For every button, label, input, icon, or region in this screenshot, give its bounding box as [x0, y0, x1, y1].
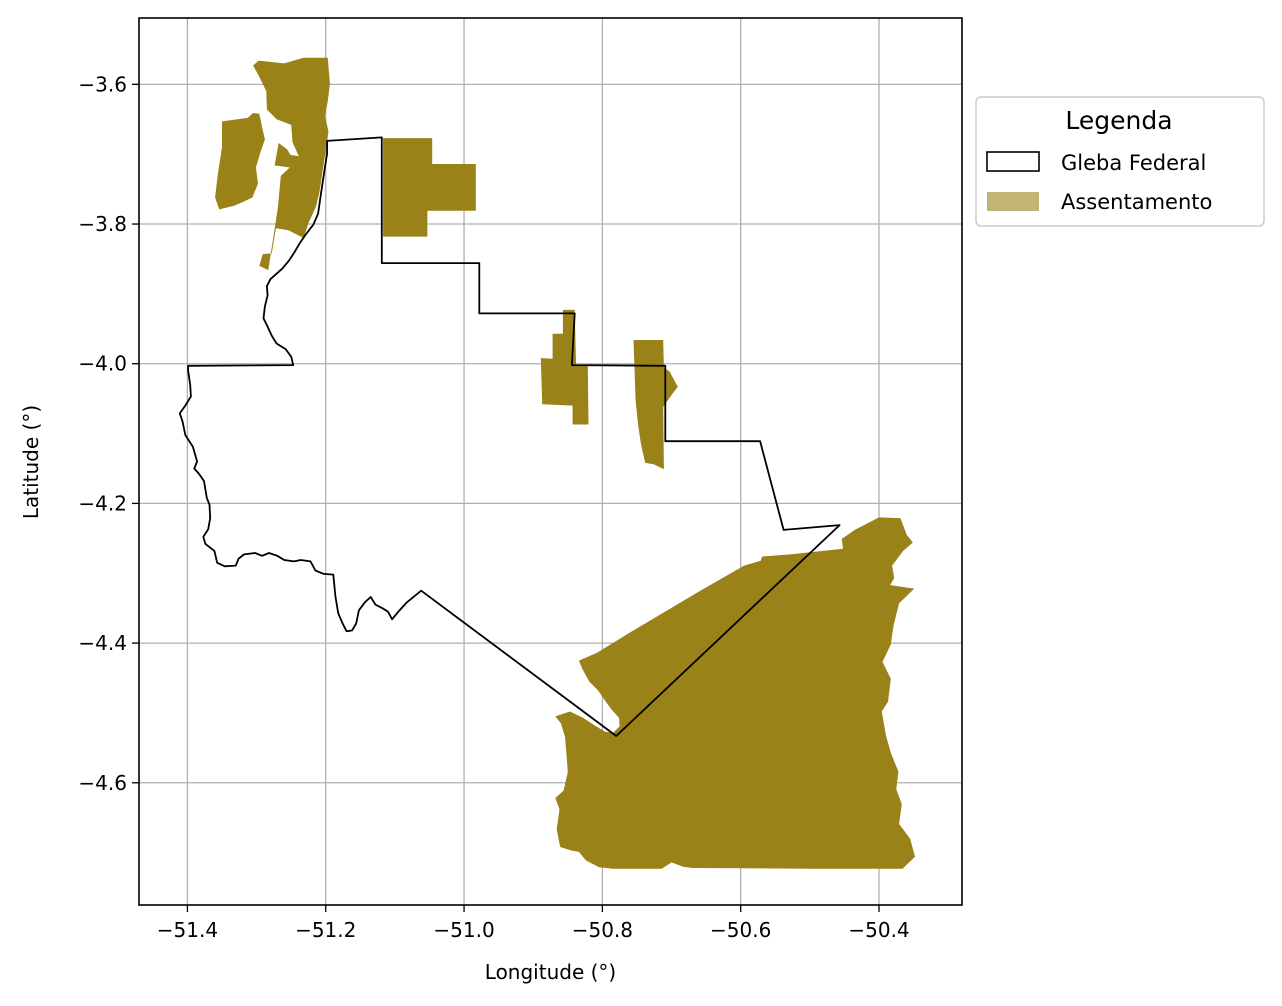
gleba-federal-layer — [178, 136, 841, 737]
y-tick-label: −3.8 — [78, 212, 127, 236]
x-tick-label: −51.2 — [295, 918, 356, 942]
y-axis-ticks: −3.6 −3.8 −4.0 −4.2 −4.4 −4.6 — [78, 72, 139, 795]
assentamento-layer — [215, 57, 915, 869]
assentamento-polygon — [383, 138, 476, 237]
assentamento-polygon — [633, 340, 678, 470]
legend: Legenda Gleba Federal Assentamento — [975, 96, 1265, 227]
x-tick-label: −51.0 — [433, 918, 494, 942]
assentamento-polygon — [253, 57, 330, 271]
x-tick-label: −50.6 — [710, 918, 771, 942]
y-tick-label: −4.0 — [78, 352, 127, 376]
assentamento-polygon — [555, 517, 915, 869]
y-tick-label: −3.6 — [78, 72, 127, 96]
legend-label-assentamento: Assentamento — [1061, 190, 1212, 214]
assentamento-polygon — [215, 113, 265, 210]
x-axis-ticks: −51.4 −51.2 −51.0 −50.8 −50.6 −50.4 — [157, 905, 910, 942]
legend-swatch-assentamento — [987, 192, 1039, 211]
assentamento-polygon — [540, 309, 589, 425]
legend-box — [975, 96, 1265, 227]
gleba-federal-polygon — [178, 136, 841, 737]
x-tick-label: −50.4 — [848, 918, 909, 942]
y-tick-label: −4.2 — [78, 491, 127, 515]
x-axis-title: Longitude (°) — [485, 960, 616, 984]
legend-swatch-gleba-federal — [986, 151, 1040, 172]
y-axis-title: Latitude (°) — [19, 405, 43, 519]
y-tick-label: −4.6 — [78, 771, 127, 795]
legend-title: Legenda — [1065, 106, 1172, 135]
plot-frame — [138, 17, 963, 906]
x-tick-label: −51.4 — [157, 918, 218, 942]
y-tick-label: −4.4 — [78, 631, 127, 655]
legend-label-gleba-federal: Gleba Federal — [1061, 151, 1206, 175]
x-tick-label: −50.8 — [572, 918, 633, 942]
